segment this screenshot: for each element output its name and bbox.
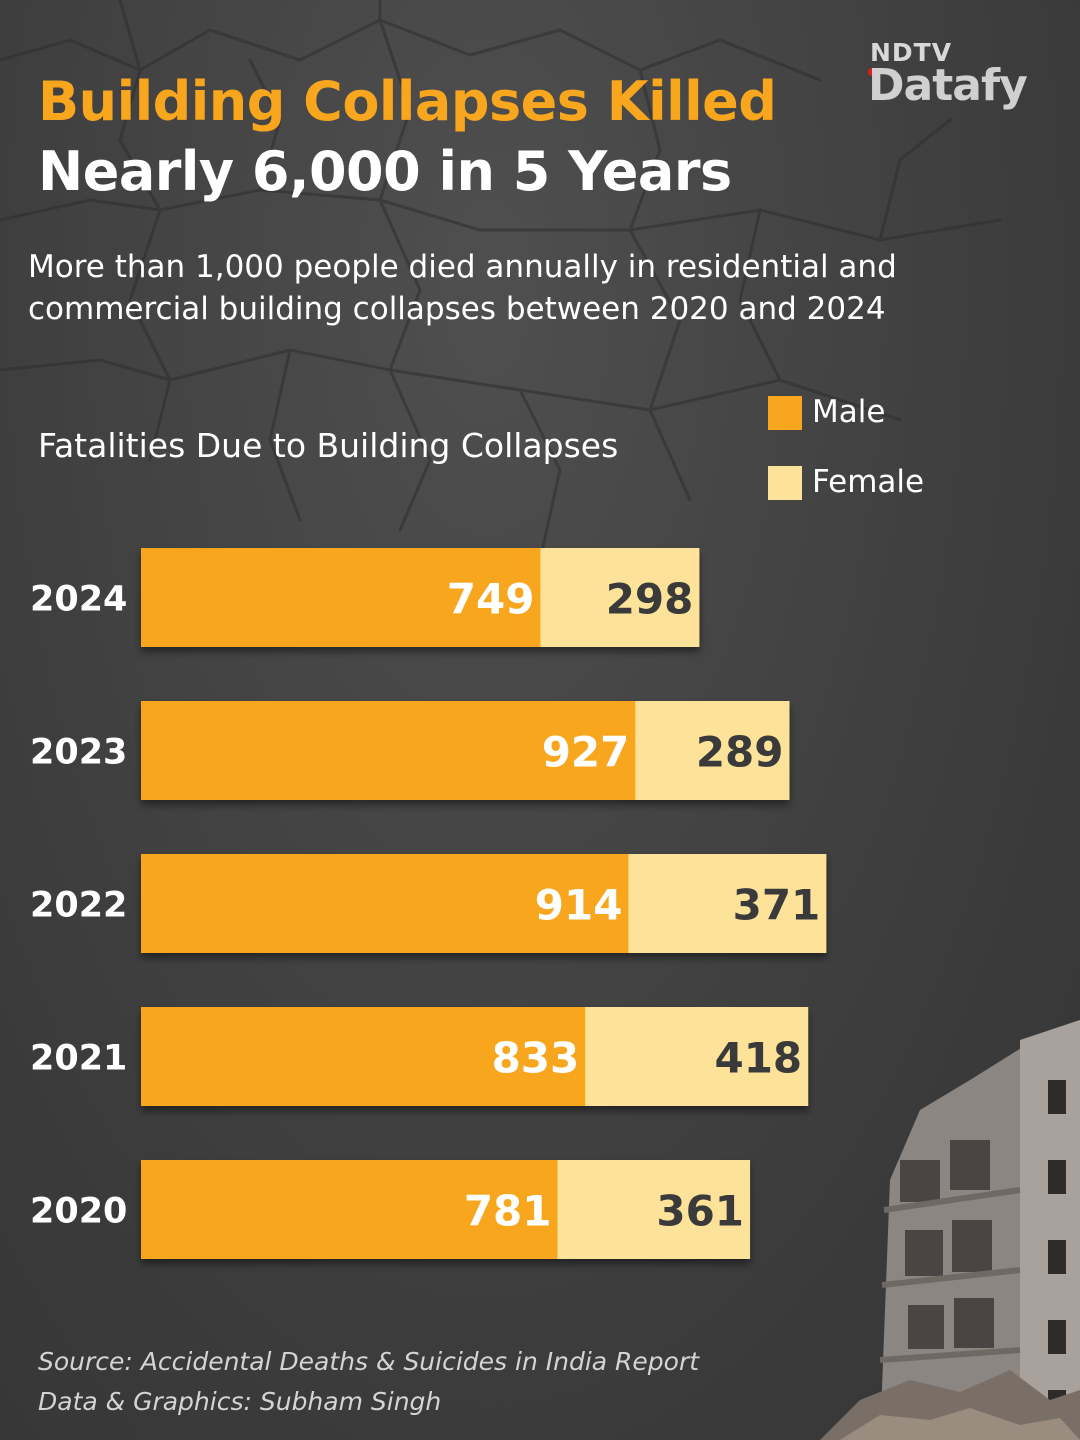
bar-female-2020: [557, 1160, 751, 1259]
bar-group-2023: 2023 927 289: [30, 701, 790, 800]
data-label-female-2024: 298: [606, 575, 694, 624]
title-line-2: Nearly 6,000 in 5 Years: [38, 140, 732, 203]
bar-male-2022: [141, 854, 629, 953]
bar-female-2024: [540, 548, 700, 647]
chart-title: Fatalities Due to Building Collapses: [38, 426, 619, 465]
bar-group-2024: 2024 749 298: [30, 548, 700, 647]
category-label-2024: 2024: [30, 580, 127, 620]
data-label-female-2022: 371: [733, 881, 821, 930]
legend-item-male: Male: [768, 394, 1028, 430]
bar-female-2023: [635, 701, 790, 800]
data-label-male-2022: 914: [535, 881, 623, 930]
title-line-1: Building Collapses Killed: [38, 70, 777, 133]
bar-male-2020: [141, 1160, 558, 1259]
data-label-female-2023: 289: [696, 728, 784, 777]
bar-male-2021: [141, 1007, 586, 1106]
source-credits: Source: Accidental Deaths & Suicides in …: [38, 1342, 699, 1422]
collapsed-building-illustration: [820, 1020, 1080, 1440]
category-label-2021: 2021: [30, 1039, 127, 1079]
legend-swatch-male: [768, 396, 802, 430]
category-label-2023: 2023: [30, 733, 127, 773]
category-label-2022: 2022: [30, 886, 127, 926]
data-label-female-2021: 418: [714, 1034, 802, 1083]
legend-item-female: Female: [768, 464, 1028, 500]
bar-group-2020: 2020 781 361: [30, 1160, 751, 1259]
bar-male-2023: [141, 701, 636, 800]
bar-male-2024: [141, 548, 541, 647]
data-label-male-2024: 749: [447, 575, 535, 624]
bar-group-2022: 2022 914 371: [30, 854, 827, 953]
source-text: Source: Accidental Deaths & Suicides in …: [38, 1347, 700, 1376]
subtitle: More than 1,000 people died annually in …: [28, 249, 897, 327]
logo-datafy-text: Datafy: [868, 60, 1028, 111]
credit-text: Data & Graphics: Subham Singh: [38, 1387, 442, 1416]
legend-label-female: Female: [812, 464, 925, 500]
data-label-male-2023: 927: [542, 728, 630, 777]
legend-label-male: Male: [812, 394, 886, 430]
data-label-female-2020: 361: [656, 1187, 744, 1236]
logo-red-dot: [868, 68, 876, 76]
bar-female-2021: [585, 1007, 809, 1106]
data-label-male-2021: 833: [492, 1034, 580, 1083]
bar-female-2022: [628, 854, 827, 953]
legend-swatch-female: [768, 466, 802, 500]
category-label-2020: 2020: [30, 1192, 127, 1232]
ndtv-datafy-logo: NDTV Datafy: [862, 38, 1042, 118]
logo-ndtv-text: NDTV: [870, 38, 953, 67]
data-label-male-2020: 781: [464, 1187, 552, 1236]
bar-group-2021: 2021 833 418: [30, 1007, 809, 1106]
